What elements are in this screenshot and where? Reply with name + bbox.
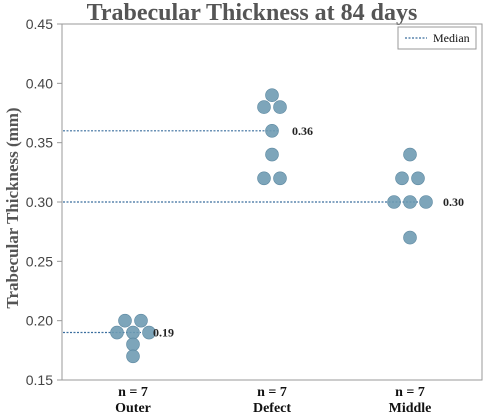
- data-point-middle: [403, 147, 417, 162]
- data-point-middle: [411, 171, 425, 186]
- category-label-defect: Defect: [253, 401, 291, 416]
- data-point-middle: [395, 171, 409, 186]
- legend: Median: [397, 26, 477, 50]
- data-point-middle: [387, 195, 401, 209]
- data-point-defect: [257, 100, 271, 114]
- category-label-middle: Middle: [389, 401, 432, 416]
- median-value-label: 0.30: [443, 195, 464, 209]
- data-point-outer: [110, 325, 124, 340]
- data-point-defect: [257, 171, 271, 186]
- data-point-outer: [118, 313, 132, 328]
- n-count-label: n = 7: [118, 385, 148, 400]
- data-points: [110, 88, 433, 364]
- y-tick-label: 0.15: [26, 372, 53, 388]
- median-value-label: 0.36: [292, 124, 313, 138]
- data-point-middle: [419, 195, 433, 209]
- category-label-outer: Outer: [115, 401, 151, 416]
- chart-title: Trabecular Thickness at 84 days: [87, 0, 418, 26]
- data-point-defect: [273, 171, 287, 186]
- y-tick-label: 0.25: [26, 253, 53, 269]
- y-tick-label: 0.20: [26, 313, 53, 329]
- data-point-outer: [134, 313, 148, 328]
- data-point-defect: [265, 147, 279, 162]
- y-axis-label: Trabecular Thickness (mm): [3, 107, 22, 308]
- median-labels: 0.19 0.36 0.30: [153, 124, 464, 340]
- y-tick-label: 0.40: [26, 75, 53, 91]
- median-lines: [63, 130, 418, 334]
- n-count-label: n = 7: [395, 385, 425, 400]
- data-point-middle: [403, 195, 417, 209]
- legend-median-label: Median: [433, 31, 470, 45]
- data-point-defect: [265, 88, 279, 102]
- data-point-outer: [126, 349, 140, 364]
- y-tick-label: 0.35: [26, 135, 53, 151]
- data-point-outer: [142, 325, 156, 340]
- median-value-label: 0.19: [153, 326, 174, 340]
- y-tick-label: 0.30: [26, 194, 53, 210]
- y-axis-ticks: 0.15 0.20 0.25 0.30 0.35 0.40 0.45: [26, 16, 62, 388]
- y-tick-label: 0.45: [26, 16, 53, 32]
- data-point-outer: [126, 337, 140, 352]
- data-point-defect: [265, 124, 279, 138]
- data-point-middle: [403, 230, 417, 245]
- n-count-label: n = 7: [257, 385, 287, 400]
- legend-box: [397, 26, 477, 50]
- data-point-outer: [126, 325, 140, 340]
- data-point-defect: [273, 100, 287, 114]
